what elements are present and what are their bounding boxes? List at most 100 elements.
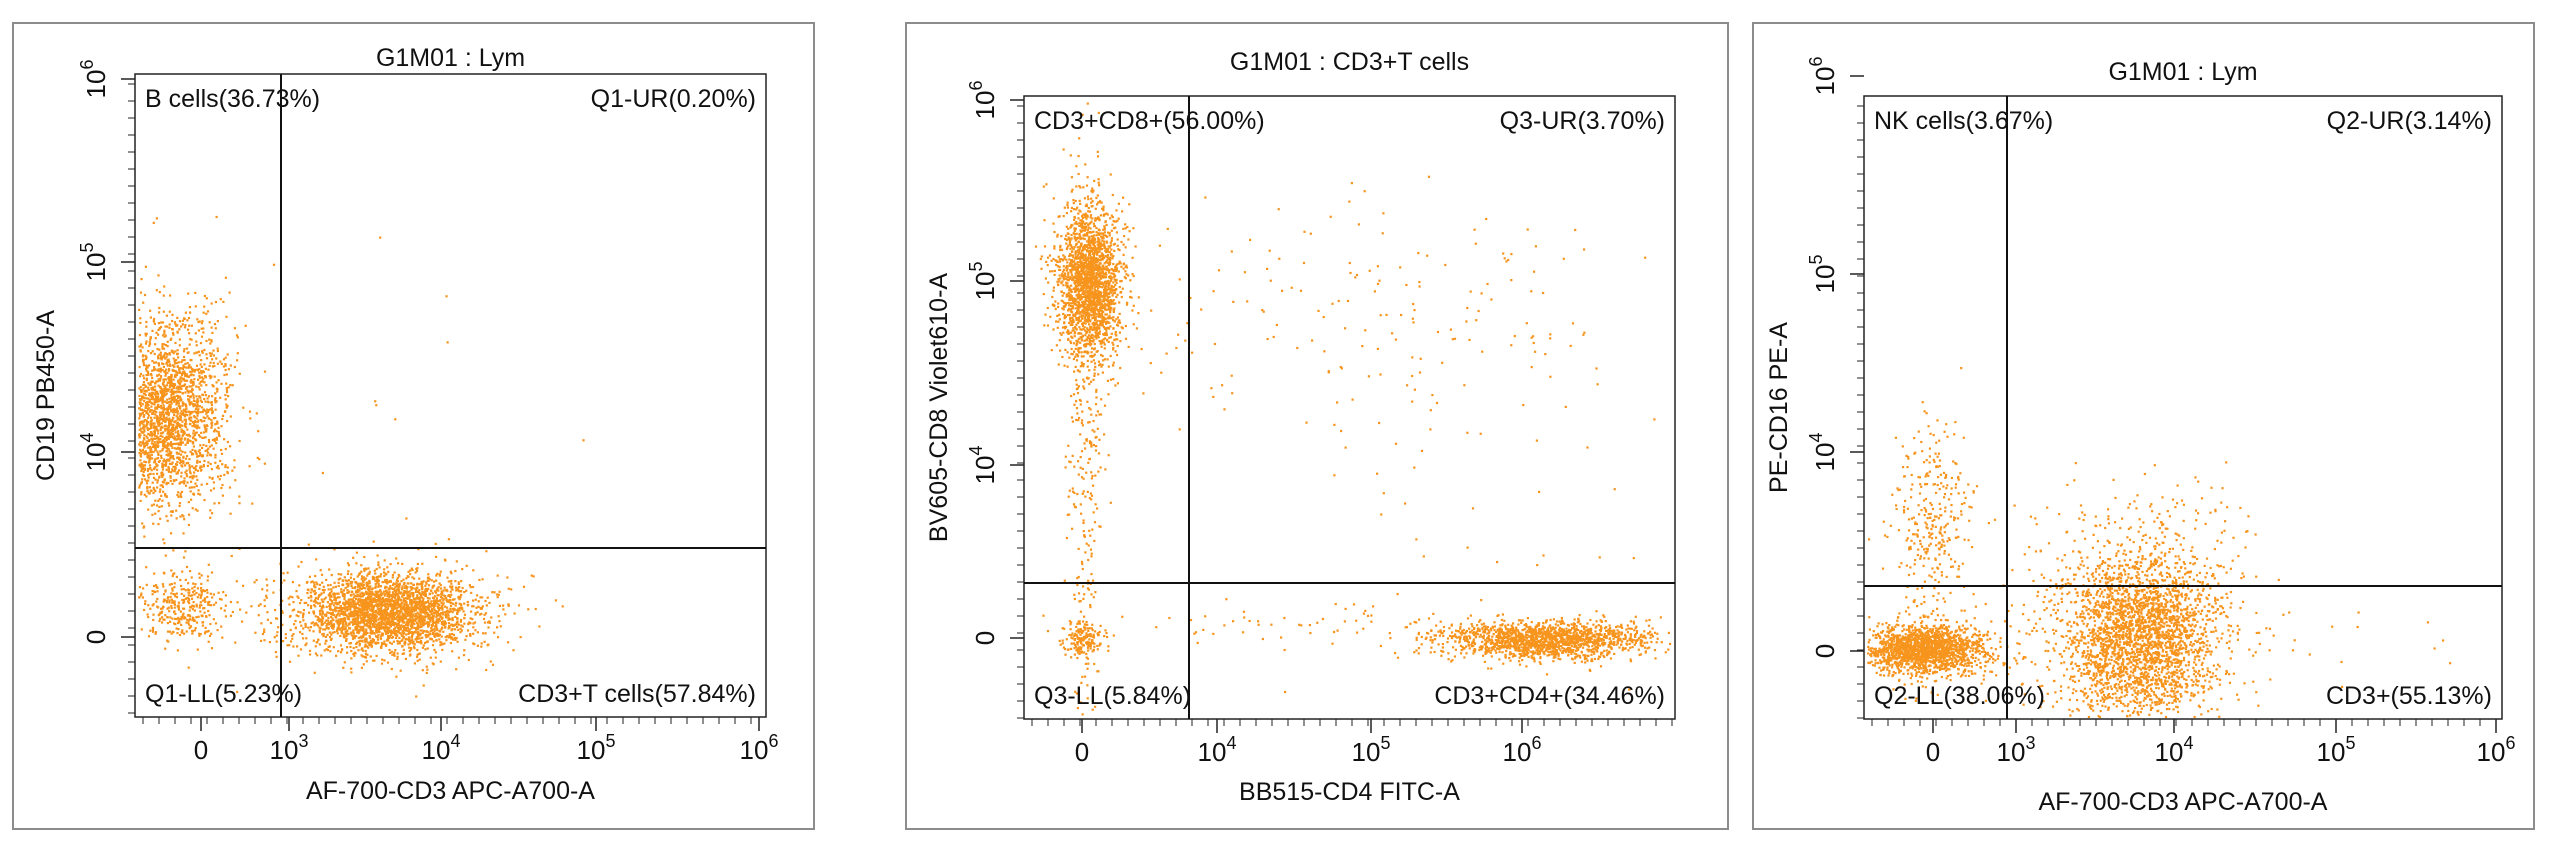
data-point [401, 595, 404, 598]
data-point [381, 634, 384, 637]
data-point [388, 636, 391, 639]
data-point [429, 618, 432, 621]
data-point [152, 221, 155, 224]
data-point [467, 658, 470, 662]
data-point [392, 640, 395, 643]
data-point [138, 486, 141, 489]
data-point [204, 375, 207, 378]
data-point [170, 385, 173, 388]
data-point [175, 472, 178, 475]
data-point [138, 436, 141, 439]
data-point [427, 622, 431, 626]
data-point [409, 569, 412, 572]
data-point [165, 495, 168, 498]
data-point [441, 617, 444, 620]
data-point [165, 468, 168, 471]
data-point [388, 590, 391, 593]
data-point [215, 438, 218, 441]
data-point [213, 439, 216, 442]
data-point [194, 424, 197, 427]
data-point [360, 636, 363, 639]
data-point [180, 623, 183, 626]
data-point [161, 480, 164, 483]
data-point [147, 397, 150, 400]
data-point [454, 569, 457, 573]
data-point [181, 378, 184, 381]
data-point [392, 630, 395, 634]
data-point [359, 639, 362, 642]
data-point [196, 478, 199, 481]
data-point [370, 613, 373, 617]
data-point [399, 628, 402, 631]
data-point [191, 594, 194, 597]
data-point [385, 586, 388, 589]
data-point [173, 413, 176, 416]
data-point [309, 626, 312, 629]
data-point [384, 610, 387, 613]
data-point [147, 468, 150, 471]
data-point [172, 436, 175, 439]
data-point [205, 339, 208, 343]
data-point [148, 434, 151, 437]
data-point [184, 597, 187, 600]
data-point [207, 563, 210, 566]
data-point [457, 596, 460, 599]
data-point [172, 384, 175, 387]
data-point [226, 404, 229, 408]
data-point [178, 447, 181, 450]
data-point [202, 377, 205, 380]
data-point [179, 367, 182, 370]
data-point [303, 601, 306, 605]
data-point [455, 609, 458, 612]
data-point [412, 597, 415, 600]
data-point [172, 549, 175, 552]
data-point [145, 440, 148, 443]
data-point [220, 598, 223, 601]
data-point [174, 623, 177, 626]
data-point [173, 395, 176, 398]
data-point [382, 598, 385, 601]
data-point [174, 426, 177, 430]
data-point [453, 598, 456, 601]
data-point [146, 428, 150, 431]
data-point [314, 586, 317, 589]
data-point [386, 581, 389, 584]
data-point [217, 426, 220, 429]
data-point [385, 610, 388, 613]
data-point [417, 600, 420, 603]
data-point [216, 349, 219, 353]
data-point [178, 456, 181, 459]
data-point [431, 622, 434, 626]
data-point [139, 452, 143, 456]
data-point [456, 617, 459, 620]
data-point [187, 597, 191, 601]
data-point [168, 363, 171, 366]
data-point [146, 437, 149, 440]
data-point [146, 366, 149, 369]
data-point [355, 646, 358, 649]
data-point [147, 474, 150, 477]
data-point [438, 606, 441, 610]
data-point [169, 294, 172, 297]
data-point [273, 636, 276, 639]
data-point [205, 428, 208, 431]
data-point [156, 597, 159, 601]
data-point [386, 621, 390, 624]
data-point [354, 652, 357, 655]
data-point [474, 629, 477, 632]
data-point [149, 446, 152, 449]
data-point [175, 408, 178, 411]
data-point [436, 620, 439, 623]
data-point [380, 662, 384, 665]
data-point [313, 585, 316, 588]
data-point [200, 574, 203, 577]
data-point [388, 648, 391, 652]
data-point [417, 583, 420, 586]
data-point [349, 645, 352, 649]
data-point [192, 394, 195, 397]
data-point [182, 413, 185, 416]
data-point [184, 410, 187, 413]
data-point [311, 621, 314, 624]
data-point [425, 608, 428, 611]
data-point [145, 340, 148, 343]
